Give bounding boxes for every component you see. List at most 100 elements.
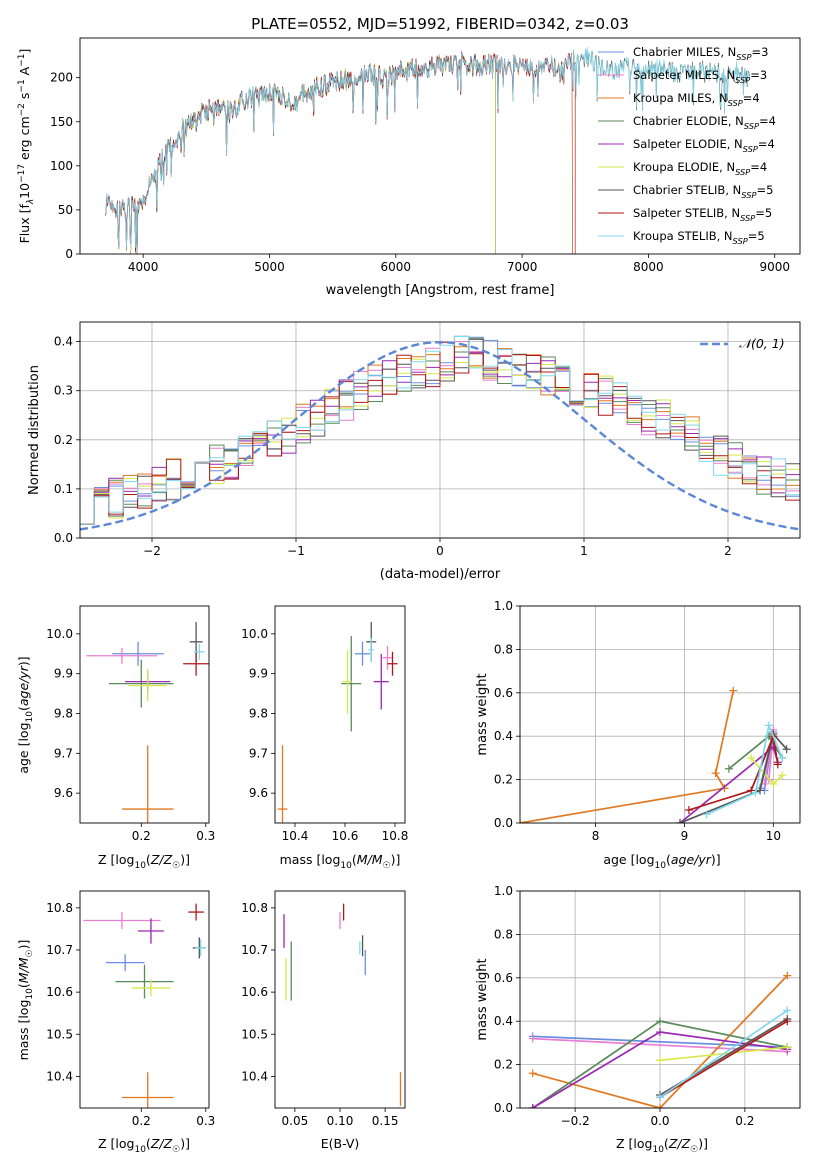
y-tick-label: 10.5 [241,1027,268,1041]
y-axis-label: mass weight [475,958,490,1040]
legend-label-chabrier-elodie: Chabrier ELODIE, NSSP=4 [633,114,776,131]
x-tick-label: 0.05 [282,1114,309,1128]
legend-label-salpeter-stelib: Salpeter STELIB, NSSP=5 [633,206,772,223]
y-tick-label: 10.8 [46,901,73,915]
point-chabrier-miles [112,641,164,666]
y-tick-label: 1.0 [494,884,513,898]
series-point-kroupa-elodie [747,753,756,762]
series-kroupa-miles [520,686,738,823]
axes-spectrum: 4000 5000 6000 7000 8000 9000 0 50 100 150 200 Chab… [17,37,801,298]
series-point-kroupa-miles [711,769,720,778]
plot-area [520,686,791,823]
series-point-kroupa-elodie [769,779,778,788]
x-tick-label: 0.0 [650,1114,669,1128]
series-point-chabrier-stelib [676,819,684,823]
x-tick-label: −1 [287,544,305,558]
y-tick-label: 10.0 [46,627,73,641]
y-tick-label: 200 [50,71,73,85]
x-tick-label: 6000 [381,260,412,274]
y-tick-label: 0 [65,247,73,261]
hist-chabrier-miles [80,335,800,538]
x-tick-label: 7000 [507,260,538,274]
plot-area [80,335,800,538]
series-point-kroupa-stelib [702,810,711,819]
y-tick-label: 0.2 [494,1058,513,1072]
y-tick-label: 0.4 [54,335,73,349]
point-chabrier-elodie [109,659,174,708]
plot-area [86,621,209,823]
point-salpeter-elodie [373,653,389,710]
plot-area [528,971,792,1108]
x-tick-label: 1 [580,544,588,558]
axes-frame [519,605,801,824]
series-point-salpeter-stelib [773,760,782,769]
series-kroupa-elodie [747,753,787,788]
plot-area [104,46,750,254]
axes-frame [79,321,801,539]
x-tick-label: 8000 [633,260,664,274]
y-tick-label: 10.4 [46,1069,73,1083]
y-tick-label: 100 [50,159,73,173]
point-salpeter-elodie [138,918,164,944]
plot-area [283,903,402,1106]
hist-kroupa-stelib [80,336,800,538]
series-line-kroupa-stelib [104,46,750,253]
point-kroupa-miles [277,745,288,823]
series-point-salpeter-stelib [783,1017,792,1026]
legend-label-gauss: 𝒩(0, 1) [739,336,785,351]
axes-mass_weight_vs_Z: −0.2 0.0 0.2 0.0 0.2 0.4 0.6 0.8 1.0 mass weight Z… [475,884,801,1155]
series-line-kroupa-stelib [659,1009,788,1098]
legend-label-kroupa-miles: Kroupa MILES, NSSP=4 [633,91,760,108]
legend-label-salpeter-miles: Salpeter MILES, NSSP=3 [633,68,767,85]
point-kroupa-elodie [342,649,353,714]
y-tick-label: 0.4 [494,1014,513,1028]
x-tick-label: 0 [436,544,444,558]
x-axis-label: Z [log10(Z/Z☉)] [616,1136,708,1155]
point-salpeter-stelib [387,651,398,676]
x-tick-label: 10.4 [282,829,309,843]
series-line-salpeter-miles [104,51,573,254]
series-point-kroupa-miles [783,971,792,980]
axes-frame [79,890,210,1109]
series-kroupa-stelib [656,1006,792,1102]
x-axis-label: wavelength [Angstrom, rest frame] [326,283,555,298]
x-tick-label: 9 [681,829,689,843]
y-axis-label: age [log10(age/yr)] [16,656,35,773]
y-tick-label: 9.7 [54,746,73,760]
series-point-kroupa-miles [656,1104,664,1108]
y-tick-label: 0.8 [494,927,513,941]
x-tick-label: 0.2 [735,1114,754,1128]
y-tick-label: 10.4 [241,1069,268,1083]
x-axis-label: mass [log10(M/M☉)] [280,852,401,871]
point-salpeter-miles [86,647,158,664]
series-point-kroupa-stelib [778,753,787,762]
series-line-chabrier-elodie [130,53,496,254]
y-axis-label: mass [log10(M/M☉)] [16,940,35,1061]
y-tick-label: 9.9 [249,667,268,681]
axes-frame [79,605,210,824]
x-tick-label: 8 [592,829,600,843]
point-kroupa-elodie [131,979,171,997]
figure-title: PLATE=0552, MJD=51992, FIBERID=0342, z=0… [251,15,629,33]
series-point-kroupa-stelib [656,1093,664,1102]
series-line-salpeter-miles [532,1037,788,1053]
y-axis-label: Normed distribution [27,365,42,495]
y-tick-label: 10.0 [241,627,268,641]
series-point-kroupa-stelib [764,721,773,730]
x-tick-label: 0.2 [132,829,151,843]
x-axis-label: Z [log10(Z/Z☉)] [98,852,190,871]
series-point-chabrier-stelib [756,786,764,795]
y-tick-label: 0.1 [54,482,73,496]
legend-label-salpeter-elodie: Salpeter ELODIE, NSSP=4 [633,137,775,154]
x-tick-label: 0.15 [372,1114,399,1128]
x-axis-label: age [log10(age/yr)] [603,852,720,871]
series-point-chabrier-stelib [782,745,791,754]
x-tick-label: 10 [766,829,781,843]
point-kroupa-stelib [195,939,206,957]
point-salpeter-miles [83,912,161,929]
axes-frame [79,37,801,255]
point-kroupa-miles [121,1072,174,1108]
series-point-salpeter-elodie [656,1028,664,1037]
series-point-kroupa-stelib [783,1006,792,1015]
